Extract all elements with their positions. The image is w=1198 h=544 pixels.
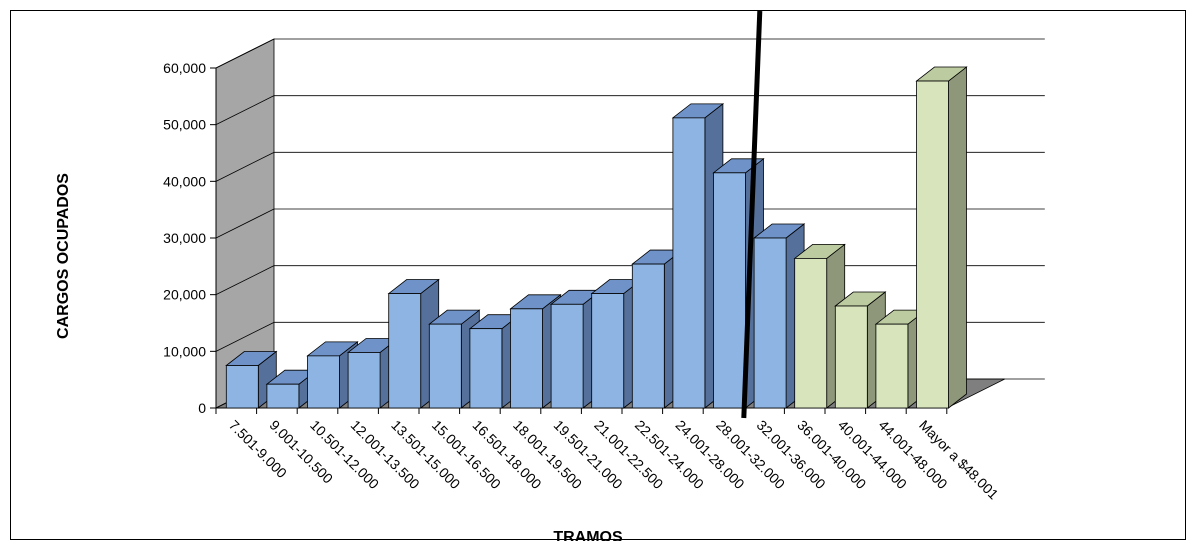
bar-front [672,117,706,409]
gridline-side [215,151,275,182]
bar-front [550,303,584,409]
y-axis-title: CARGOS OCUPADOS [55,173,72,339]
bar-front [347,352,381,409]
gridline-side [215,321,275,352]
bar-side [948,66,967,409]
bar-chart: 0 10,000 20,000 30,000 40,000 50,000 60,000 7.… [55,11,1045,541]
x-axis-title: TRAMOS [553,529,623,541]
y-tick-labels: 0 10,000 20,000 30,000 40,000 50,000 60,000 [163,60,206,416]
y-tick-label: 40,000 [163,173,206,189]
bar [915,66,968,409]
y-tick-label: 30,000 [163,230,206,246]
bar-front [428,323,462,409]
bar-front [916,80,949,409]
gridline-side [215,38,275,69]
bar-front [266,383,300,409]
bar-front [834,305,868,409]
gridline-side [215,95,275,126]
bar-front [591,293,625,409]
bars-group [225,66,968,409]
bar-front [631,263,665,409]
divider-line-group [741,11,763,419]
bar-front [307,355,340,409]
bar-front [875,323,909,409]
y-tick-label: 10,000 [163,343,206,359]
bar-front [713,172,746,409]
bar-front [225,365,259,409]
bar-front [753,237,787,409]
y-tick-label: 60,000 [163,60,206,76]
bar-front [794,257,828,409]
y-tick-label: 20,000 [163,287,206,303]
chart-frame: 0 10,000 20,000 30,000 40,000 50,000 60,000 7.… [10,10,1186,541]
bar-front [510,308,543,409]
divider-line [741,11,763,419]
x-tick-labels: 7.501-9.0009.001-10.50010.501-12.00012.0… [226,417,1002,503]
gridline-side [215,265,275,296]
bar-front [469,328,503,409]
bar-front [388,293,422,409]
y-tick-label: 0 [198,400,206,416]
y-tick-label: 50,000 [163,117,206,133]
gridline-side [215,208,275,239]
